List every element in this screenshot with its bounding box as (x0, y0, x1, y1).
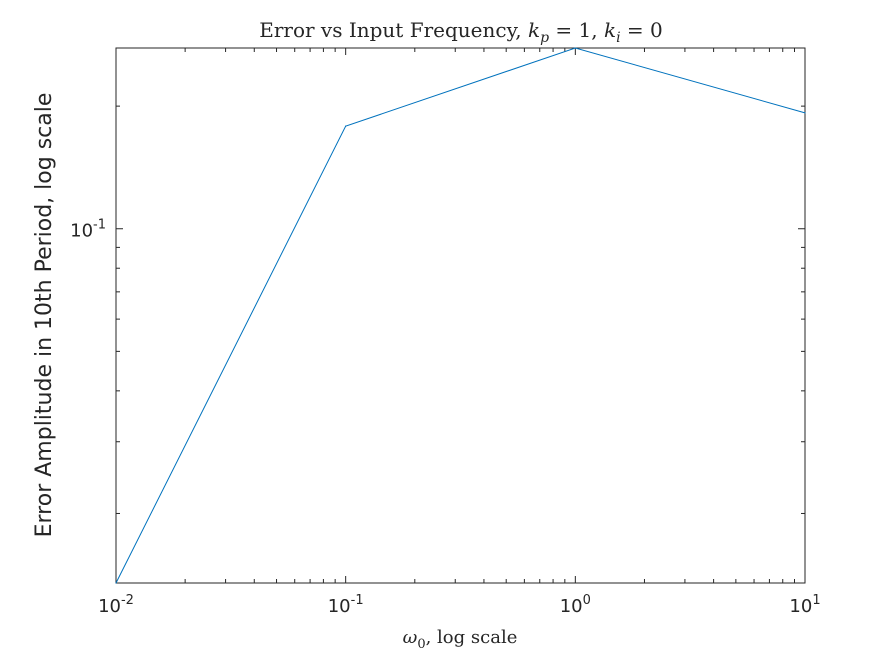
plot-axes (115, 47, 806, 584)
series-group (115, 47, 806, 584)
x-tick-label: 10-2 (98, 593, 134, 617)
x-axis-label: ω0, log scale (403, 627, 518, 652)
title-prefix: Error vs Input Frequency, (259, 18, 528, 42)
y-tick-label: 10-1 (70, 218, 106, 242)
y-axis-label: Error Amplitude in 10th Period, log scal… (32, 93, 57, 538)
series-line (115, 47, 806, 584)
data-point (115, 582, 117, 584)
data-point (574, 47, 576, 49)
tick-marks (115, 48, 806, 583)
x-tick-labels: 10-2 10-1 100 101 (98, 593, 821, 617)
title-ki-symbol: k (604, 18, 616, 42)
data-point (804, 112, 806, 114)
title-kp-eq: = 1, (549, 18, 604, 42)
title-kp-sub: p (540, 30, 549, 46)
x-tick-label: 100 (560, 593, 591, 617)
xlabel-suffix: , log scale (426, 627, 518, 648)
xlabel-symbol: ω (403, 627, 418, 648)
chart-title: Error vs Input Frequency, kp = 1, ki = 0 (259, 18, 663, 46)
xlabel-sub: 0 (417, 637, 425, 652)
x-tick-label: 10-1 (328, 593, 364, 617)
data-point (345, 125, 347, 127)
axes-box (115, 47, 806, 584)
y-tick-labels: 10-1 (70, 218, 106, 242)
title-ki-sub: i (616, 30, 620, 46)
x-tick-label: 101 (789, 593, 820, 617)
title-ki-eq: = 0 (621, 18, 663, 42)
title-kp-symbol: k (528, 18, 540, 42)
